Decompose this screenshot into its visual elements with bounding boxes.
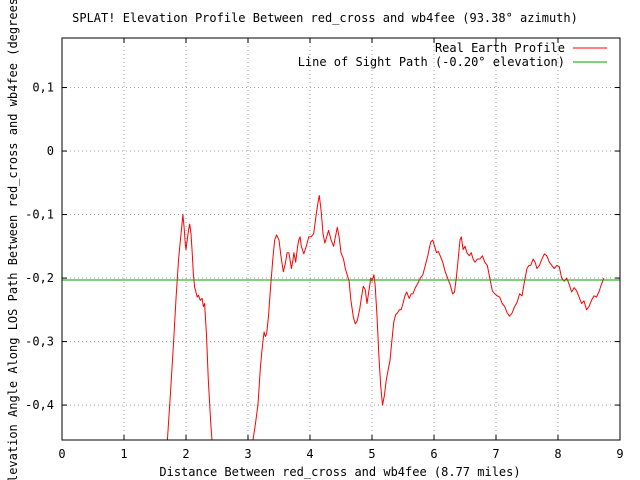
y-tick-label: -0,3 — [25, 335, 54, 349]
x-tick-label: 2 — [182, 447, 189, 461]
x-tick-label: 6 — [430, 447, 437, 461]
x-tick-label: 0 — [58, 447, 65, 461]
x-tick-label: 7 — [492, 447, 499, 461]
x-tick-label: 4 — [306, 447, 313, 461]
y-tick-label: 0,1 — [32, 81, 54, 95]
y-tick-label: -0,2 — [25, 271, 54, 285]
y-tick-label: 0 — [47, 144, 54, 158]
x-axis-label: Distance Between red_cross and wb4fee (8… — [159, 465, 520, 479]
series-line-real-earth-profile-segment-0 — [166, 214, 213, 441]
y-tick-label: -0,4 — [25, 398, 54, 412]
y-tick-label: -0,1 — [25, 208, 54, 222]
series-lines — [62, 195, 620, 441]
x-tick-label: 1 — [120, 447, 127, 461]
grid-lines — [62, 38, 620, 440]
y-axis-label: Elevation Angle Along LOS Path Between r… — [6, 0, 20, 480]
x-tick-label: 3 — [244, 447, 251, 461]
legend: Real Earth Profile Line of Sight Path (-… — [298, 41, 607, 69]
chart-title: SPLAT! Elevation Profile Between red_cro… — [72, 11, 578, 25]
series-line-real-earth-profile-segment-1 — [252, 195, 605, 441]
plot-frame — [61, 37, 621, 441]
x-tick-label: 5 — [368, 447, 375, 461]
legend-label-line-of-sight: Line of Sight Path (-0.20° elevation) — [298, 55, 565, 69]
legend-label-real-earth-profile: Real Earth Profile — [435, 41, 565, 55]
axis-ticks: 0 1 2 3 4 5 6 7 8 9 0,1 0 -0,1 -0,2 -0,3 -0,4 — [25, 38, 624, 461]
x-tick-label: 9 — [616, 447, 623, 461]
x-tick-label: 8 — [554, 447, 561, 461]
